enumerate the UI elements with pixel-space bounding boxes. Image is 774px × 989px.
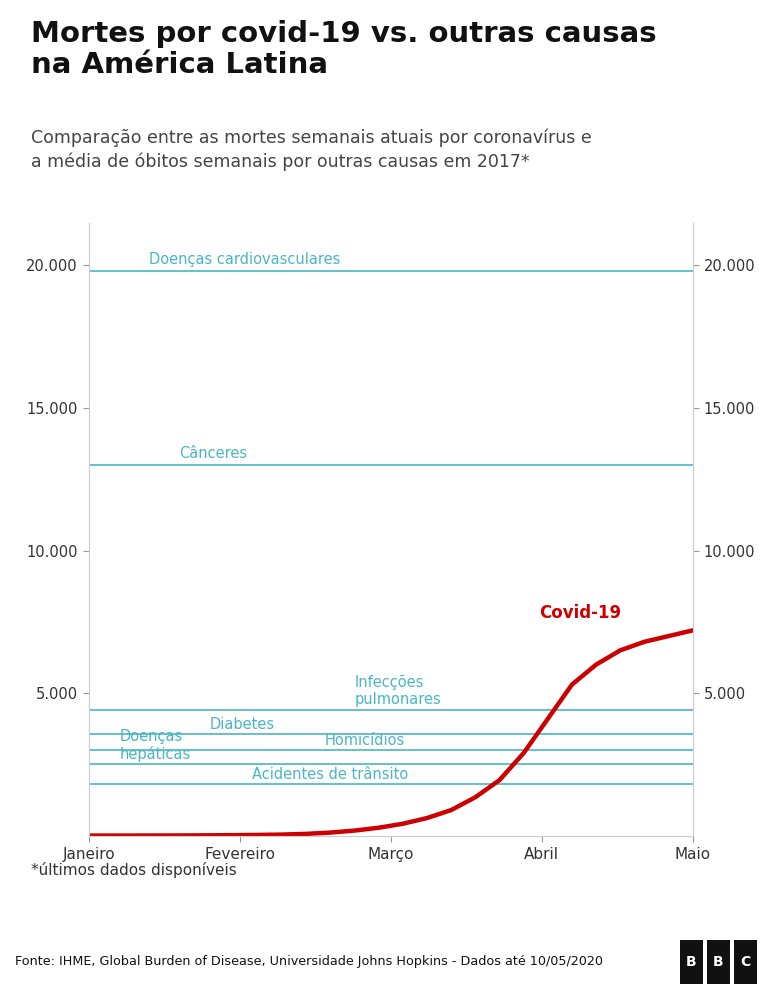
Text: Mortes por covid-19 vs. outras causas
na América Latina: Mortes por covid-19 vs. outras causas na…: [31, 20, 656, 79]
Text: *últimos dados disponíveis: *últimos dados disponíveis: [31, 862, 237, 878]
FancyBboxPatch shape: [707, 940, 730, 983]
FancyBboxPatch shape: [680, 940, 703, 983]
Text: C: C: [740, 954, 751, 968]
Text: Infecções
pulmonares: Infecções pulmonares: [354, 674, 441, 707]
Text: Fonte: IHME, Global Burden of Disease, Universidade Johns Hopkins - Dados até 10: Fonte: IHME, Global Burden of Disease, U…: [15, 955, 604, 968]
Text: B: B: [713, 954, 724, 968]
Text: Homicídios: Homicídios: [324, 733, 405, 748]
Text: Cânceres: Cânceres: [180, 446, 248, 461]
Text: Diabetes: Diabetes: [210, 717, 275, 732]
Text: Doenças
hepáticas: Doenças hepáticas: [119, 729, 190, 763]
Text: Acidentes de trânsito: Acidentes de trânsito: [252, 767, 408, 782]
Text: B: B: [686, 954, 697, 968]
Text: Doenças cardiovasculares: Doenças cardiovasculares: [149, 252, 341, 267]
Text: Covid-19: Covid-19: [539, 604, 621, 622]
Text: Comparação entre as mortes semanais atuais por coronavírus e
a média de óbitos s: Comparação entre as mortes semanais atua…: [31, 129, 591, 171]
FancyBboxPatch shape: [734, 940, 757, 983]
